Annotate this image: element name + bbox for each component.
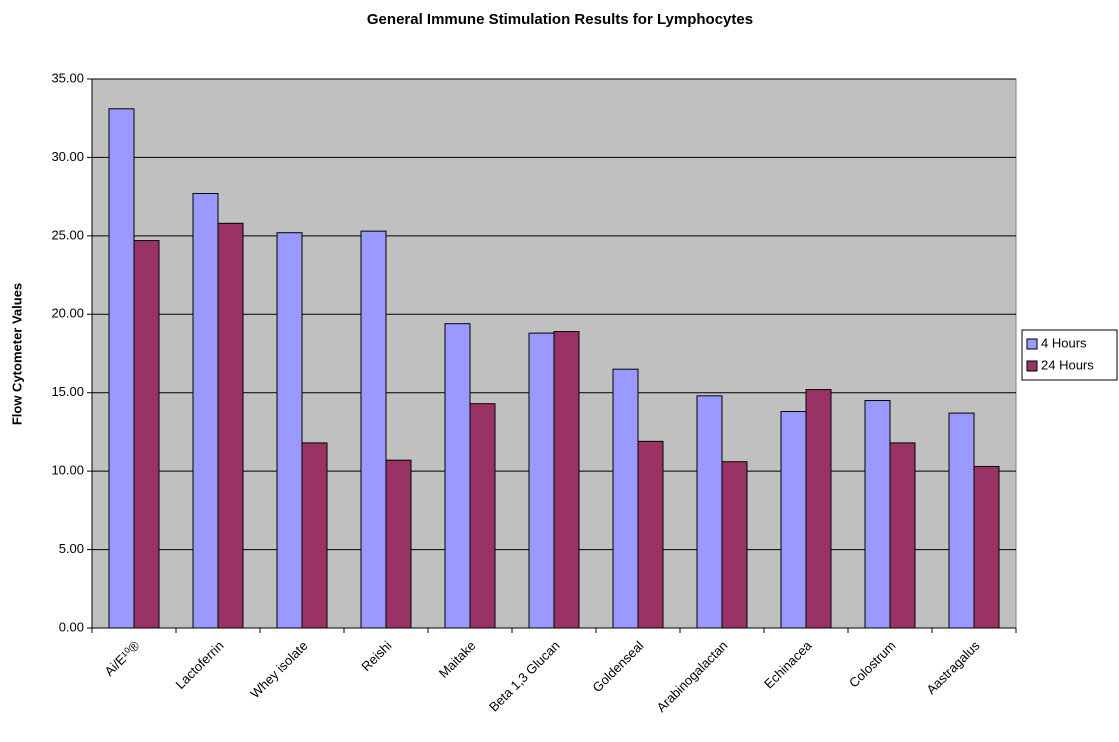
bar <box>108 108 135 629</box>
bar <box>973 465 1000 629</box>
bar <box>637 440 664 629</box>
bar <box>528 332 555 629</box>
bar <box>805 389 832 629</box>
y-tick-label: 0.00 <box>59 619 84 634</box>
bar <box>444 323 471 629</box>
chart-title: General Immune Stimulation Results for L… <box>367 11 753 28</box>
y-tick-label: 20.00 <box>51 306 84 321</box>
x-tick-label: Maitake <box>436 638 479 681</box>
legend-swatch <box>1026 338 1038 350</box>
bar <box>385 459 412 629</box>
bar <box>301 442 328 629</box>
bar <box>217 222 244 629</box>
y-tick-label: 35.00 <box>51 70 84 85</box>
y-tick-label: 30.00 <box>51 149 84 164</box>
legend-label: 24 Hours <box>1041 357 1094 372</box>
y-tick-label: 25.00 <box>51 227 84 242</box>
y-axis-label: Flow Cytometer Values <box>9 283 24 425</box>
x-tick-label: Goldenseal <box>589 638 646 695</box>
legend-swatch <box>1026 360 1038 372</box>
x-tick-label: Arabinogalactan <box>653 638 730 715</box>
legend-label: 4 Hours <box>1041 335 1087 350</box>
x-tick-label: Reishi <box>358 638 394 674</box>
bar <box>780 411 807 629</box>
bar <box>276 232 303 629</box>
x-tick-label: Lactoferrin <box>173 638 227 692</box>
bar <box>889 442 916 629</box>
y-tick-label: 15.00 <box>51 384 84 399</box>
bar <box>192 193 219 629</box>
bar <box>864 400 891 629</box>
legend-box <box>1021 329 1118 381</box>
bar <box>553 331 580 629</box>
bar <box>696 395 723 629</box>
bar <box>360 230 387 629</box>
x-tick-label: Whey isolate <box>247 638 310 701</box>
bar <box>133 240 160 629</box>
x-tick-label: Echinacea <box>761 637 815 691</box>
x-tick-label: Colostrum <box>846 638 899 691</box>
y-tick-label: 10.00 <box>51 463 84 478</box>
bar <box>469 403 496 629</box>
bar <box>721 461 748 629</box>
x-tick-label: Beta 1,3 Glucan <box>486 638 563 715</box>
y-tick-label: 5.00 <box>59 541 84 556</box>
x-tick-label: Ai/E¹⁰® <box>102 638 143 679</box>
bar <box>612 368 639 629</box>
bar <box>948 412 975 629</box>
x-tick-label: Aastragalus <box>923 638 983 698</box>
